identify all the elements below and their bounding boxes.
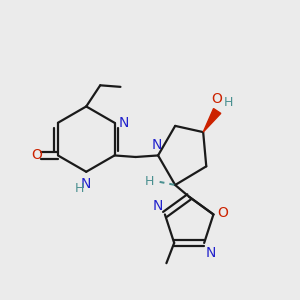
Text: H: H <box>75 182 84 195</box>
Text: H: H <box>224 96 233 109</box>
Text: N: N <box>206 246 216 260</box>
Text: H: H <box>145 176 154 188</box>
Text: O: O <box>211 92 222 106</box>
Text: N: N <box>151 138 162 152</box>
Text: O: O <box>218 206 228 220</box>
Text: N: N <box>153 199 164 213</box>
Text: O: O <box>32 148 42 162</box>
Polygon shape <box>203 109 221 132</box>
Text: N: N <box>81 177 92 191</box>
Text: N: N <box>118 116 129 130</box>
